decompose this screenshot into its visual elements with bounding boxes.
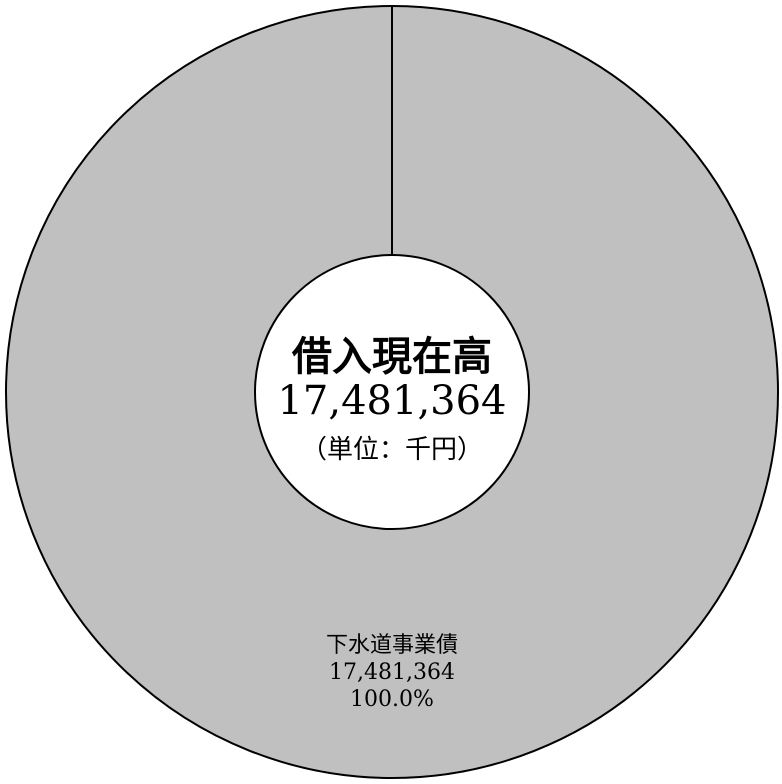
slice-label-percent: 100.0% [350,687,434,712]
center-total-value: 17,481,364 [277,378,506,424]
center-unit-label: （単位：千円） [301,435,483,465]
center-title: 借入現在高 [291,333,492,380]
slice-label-value: 17,481,364 [329,660,455,685]
center-hole [254,254,530,530]
slice-label-category: 下水道事業債 [326,633,458,658]
